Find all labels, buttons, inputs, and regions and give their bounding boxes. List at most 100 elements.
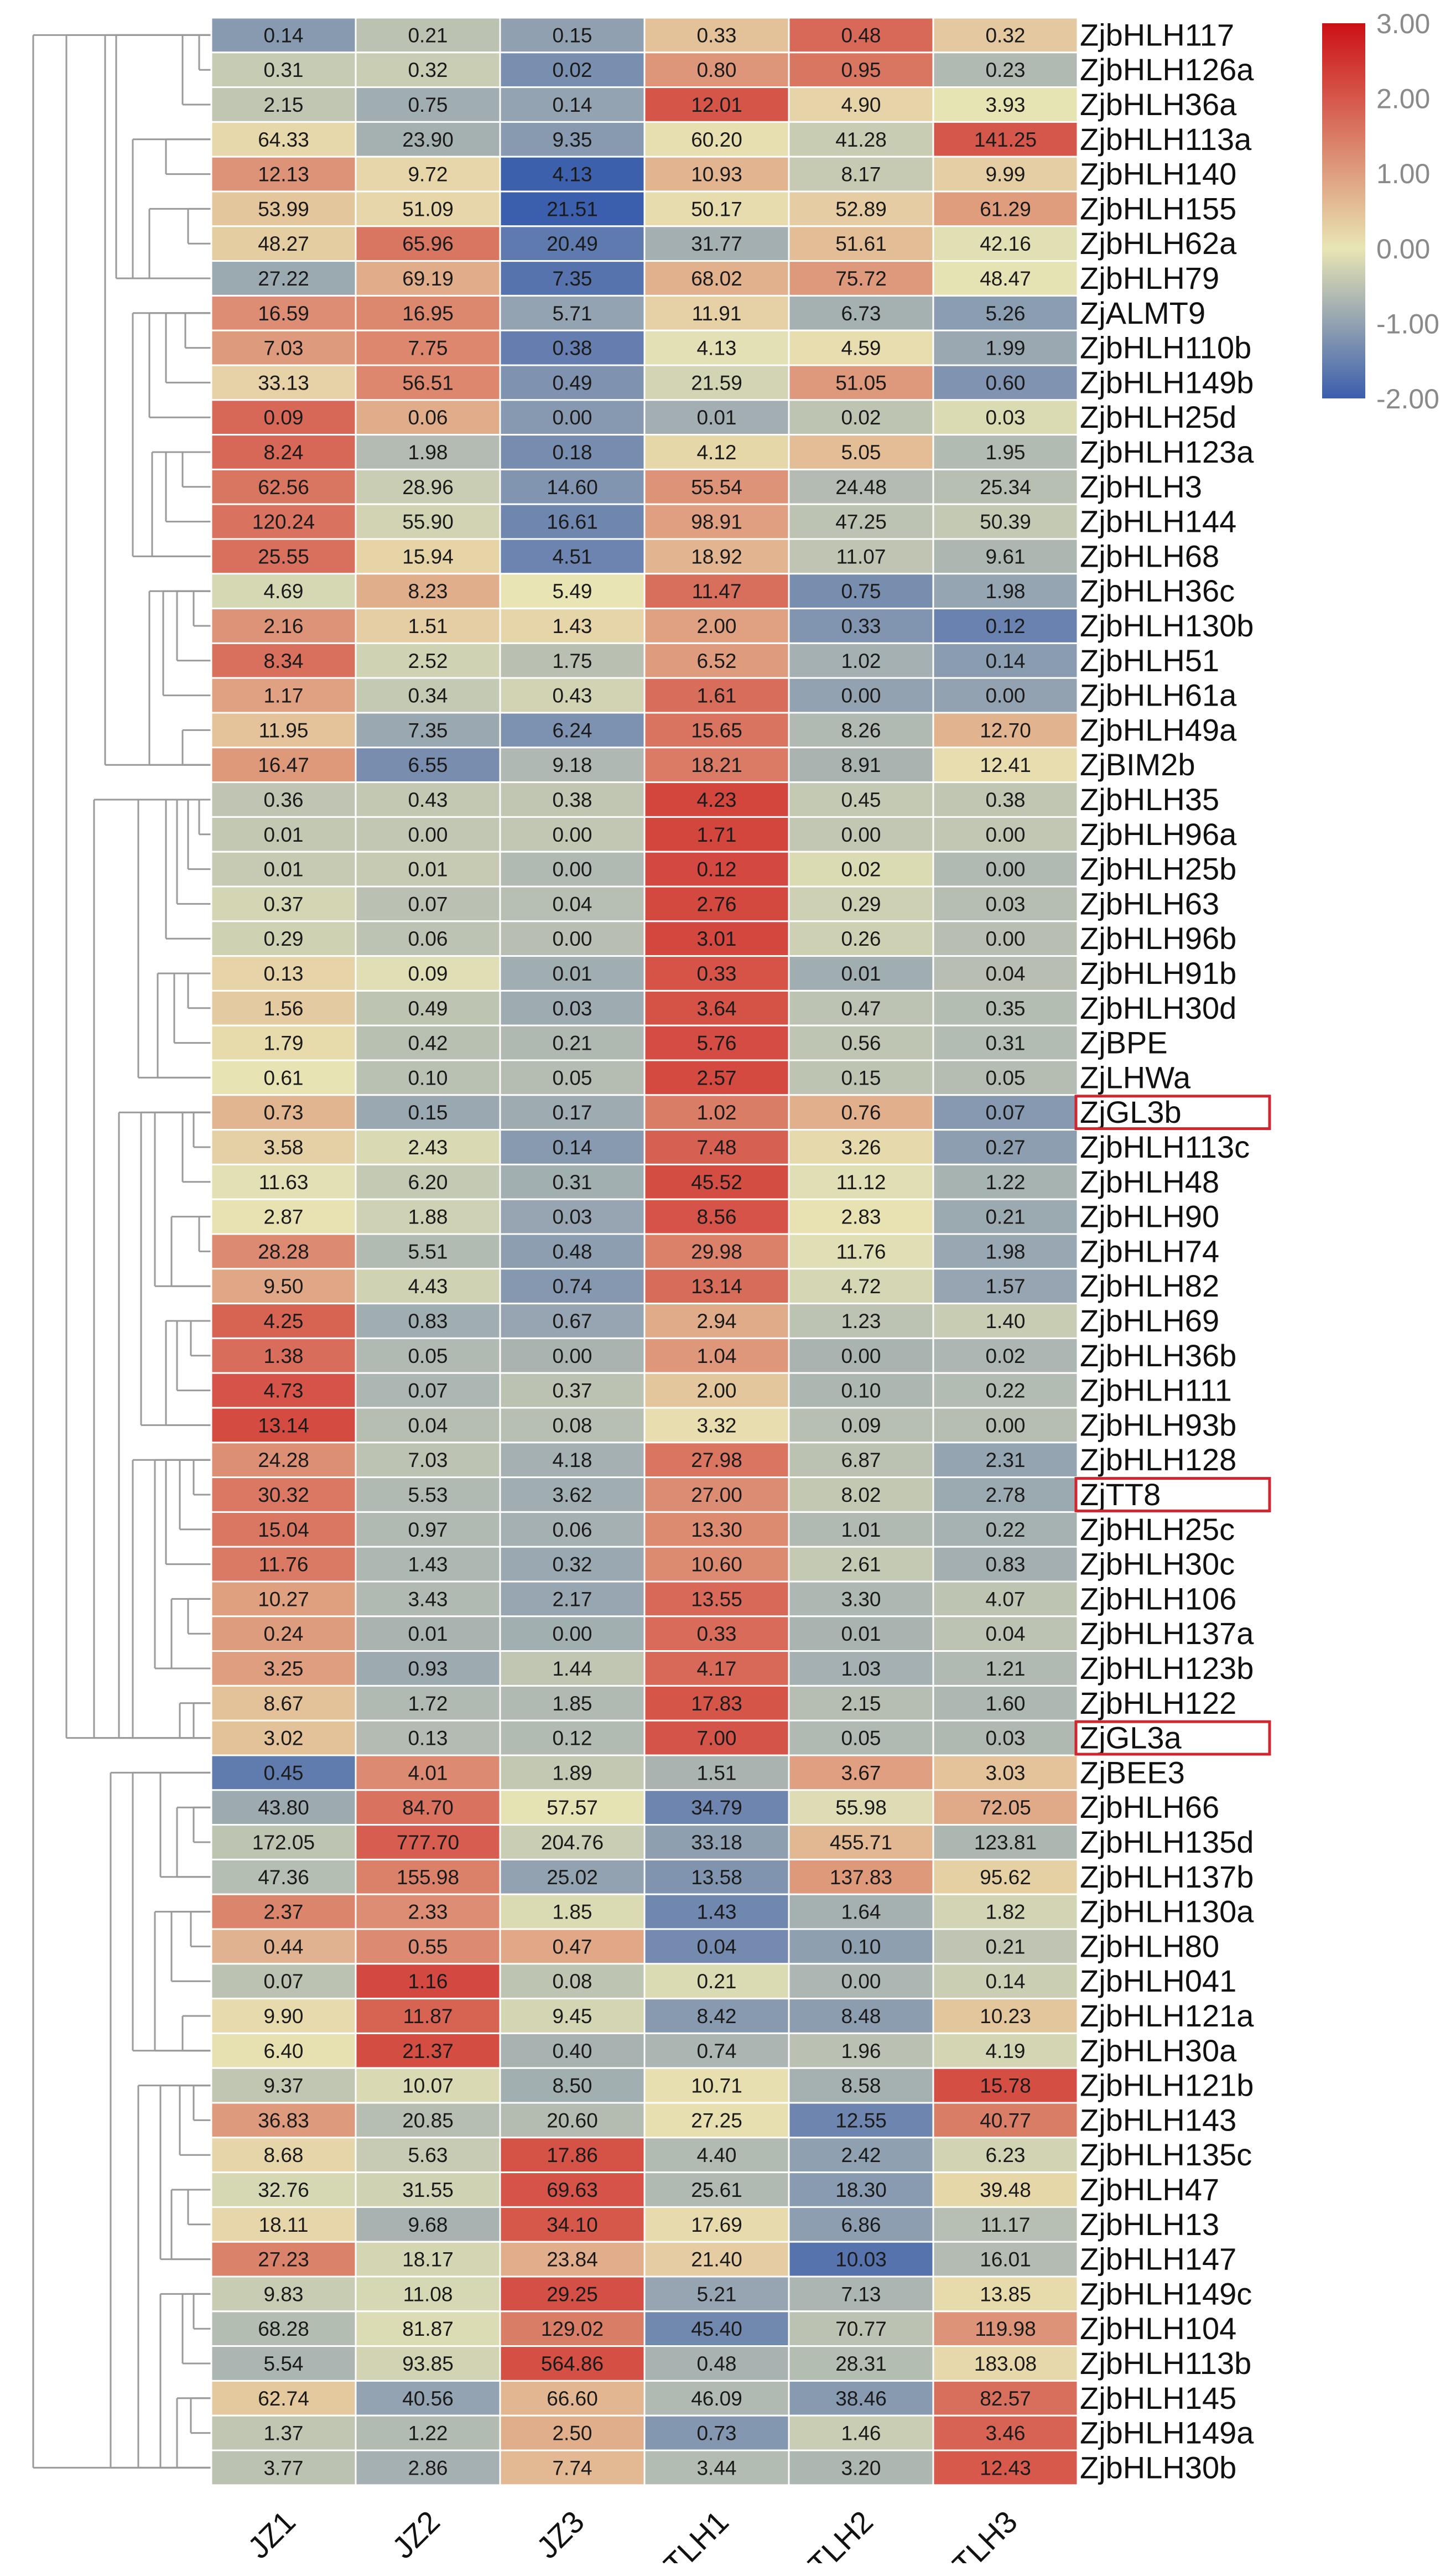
cell-value-label: 1.85: [552, 1901, 592, 1924]
cell-value-label: 1.01: [841, 1518, 881, 1541]
cell-value-label: 7.35: [552, 267, 592, 290]
cell-value-label: 0.03: [552, 1206, 592, 1228]
cell-value-label: 33.13: [258, 371, 309, 394]
heatmap-cell: [355, 51, 501, 89]
cell-value-label: 4.23: [696, 789, 736, 811]
row-label: ZjbHLH149a: [1080, 2415, 1254, 2450]
heatmap-cell: [788, 1372, 934, 1409]
cell-value-label: 0.74: [696, 2040, 736, 2062]
cell-value-label: 31.55: [402, 2179, 454, 2201]
row-label: ZjbHLH3: [1080, 469, 1202, 504]
cell-value-label: 8.42: [696, 2005, 736, 2028]
row-label: ZjbHLH137a: [1080, 1616, 1254, 1651]
heatmap-cell: [932, 2414, 1079, 2451]
cell-value-label: 9.90: [263, 2005, 303, 2028]
cell-value-label: 48.27: [258, 232, 309, 255]
cell-value-label: 12.43: [980, 2456, 1031, 2479]
cell-value-label: 129.02: [541, 2318, 604, 2340]
cell-value-label: 0.01: [263, 858, 303, 881]
heatmap-cell: [643, 712, 790, 749]
cell-value-label: 0.00: [985, 685, 1025, 707]
cell-value-label: 0.42: [408, 1032, 448, 1055]
cell-value-label: 18.92: [691, 545, 742, 568]
cell-value-label: 2.94: [696, 1310, 736, 1333]
heatmap-cell: [355, 1684, 501, 1722]
cell-value-label: 0.02: [841, 858, 881, 881]
row-label: ZjbHLH111: [1080, 1373, 1232, 1408]
heatmap-cell: [210, 2137, 357, 2174]
heatmap-cell: [499, 2345, 646, 2382]
row-label: ZjbHLH130a: [1080, 1894, 1254, 1929]
cell-value-label: 1.03: [841, 1657, 881, 1680]
row-label: ZjbHLH137b: [1080, 1859, 1254, 1894]
heatmap-cell: [499, 1858, 646, 1895]
cell-value-label: 32.76: [258, 2179, 309, 2201]
cell-value-label: 30.32: [258, 1484, 309, 1506]
cell-value-label: 0.12: [552, 1727, 592, 1750]
cell-value-label: 119.98: [975, 2318, 1036, 2340]
cell-value-label: 1.22: [408, 2422, 448, 2445]
cell-value-label: 55.98: [835, 1796, 887, 1819]
cell-value-label: 5.05: [841, 441, 881, 464]
cell-value-label: 0.00: [552, 823, 592, 846]
heatmap-cells: 0.14 0.21 0.15 0.33 0.48 0.32 0.31 0.32 0.02 0.80…: [210, 17, 1079, 2486]
heatmap-cell: [788, 2241, 934, 2278]
cell-value-label: 95.62: [980, 1866, 1031, 1889]
cell-value-label: 5.49: [552, 580, 592, 603]
cell-value-label: 8.56: [696, 1206, 736, 1228]
cell-value-label: 0.40: [552, 2040, 592, 2062]
cell-value-label: 27.23: [258, 2248, 309, 2271]
cell-value-label: 9.72: [408, 163, 448, 186]
cell-value-label: 0.21: [408, 24, 448, 46]
cell-value-label: 11.12: [836, 1171, 886, 1194]
row-label: ZjbHLH25b: [1080, 852, 1236, 887]
heatmap-cell: [499, 1546, 646, 1583]
row-label: ZjbHLH135d: [1080, 1824, 1254, 1859]
cell-value-label: 0.01: [552, 962, 592, 985]
heatmap-cell: [499, 1442, 646, 1479]
cell-value-label: 16.61: [547, 511, 598, 533]
cell-value-label: 2.86: [408, 2456, 448, 2479]
cell-value-label: 5.53: [408, 1484, 448, 1506]
cell-value-label: 1.85: [552, 1692, 592, 1715]
cell-value-label: 455.71: [830, 1831, 892, 1854]
legend-tick-label: -2.00: [1376, 383, 1439, 414]
cell-value-label: 0.00: [552, 1622, 592, 1645]
heatmap-cell: [210, 294, 357, 331]
cell-value-label: 3.64: [696, 997, 736, 1020]
heatmap-cell: [643, 955, 790, 992]
cell-value-label: 1.02: [696, 1101, 736, 1124]
heatmap-cell: [210, 955, 357, 992]
cell-value-label: 4.51: [552, 545, 592, 568]
cell-value-label: 4.07: [985, 1588, 1025, 1610]
heatmap-cell: [643, 399, 790, 436]
cell-value-label: 70.77: [835, 2318, 887, 2340]
cell-value-label: 3.77: [263, 2456, 303, 2479]
heatmap-cell: [355, 1303, 501, 1339]
cell-value-label: 0.24: [263, 1622, 303, 1645]
cell-value-label: 0.32: [985, 24, 1025, 46]
cell-value-label: 3.20: [841, 2456, 881, 2479]
heatmap-cell: [788, 1928, 934, 1965]
cell-value-label: 0.31: [263, 59, 303, 81]
cell-value-label: 12.41: [980, 754, 1031, 776]
heatmap-cell: [788, 2067, 934, 2104]
cell-value-label: 0.08: [552, 1970, 592, 1993]
cell-value-label: 3.93: [985, 94, 1025, 116]
heatmap-cell: [643, 608, 790, 644]
heatmap-cell: [932, 2206, 1079, 2243]
cell-value-label: 9.99: [985, 163, 1025, 186]
heatmap-cell: [499, 1684, 646, 1722]
heatmap-cell: [788, 17, 934, 54]
heatmap-cell: [788, 747, 934, 784]
cell-value-label: 0.33: [696, 24, 736, 46]
cell-value-label: 55.54: [691, 476, 742, 499]
heatmap-cell: [210, 1963, 357, 2000]
cell-value-label: 23.84: [547, 2248, 598, 2271]
heatmap-cell: [932, 1476, 1079, 1513]
heatmap-cell: [788, 712, 934, 749]
cell-value-label: 62.56: [258, 476, 309, 499]
column-label: JZ1: [241, 2504, 302, 2563]
cell-value-label: 11.47: [692, 580, 742, 603]
cell-value-label: 4.90: [841, 94, 881, 116]
